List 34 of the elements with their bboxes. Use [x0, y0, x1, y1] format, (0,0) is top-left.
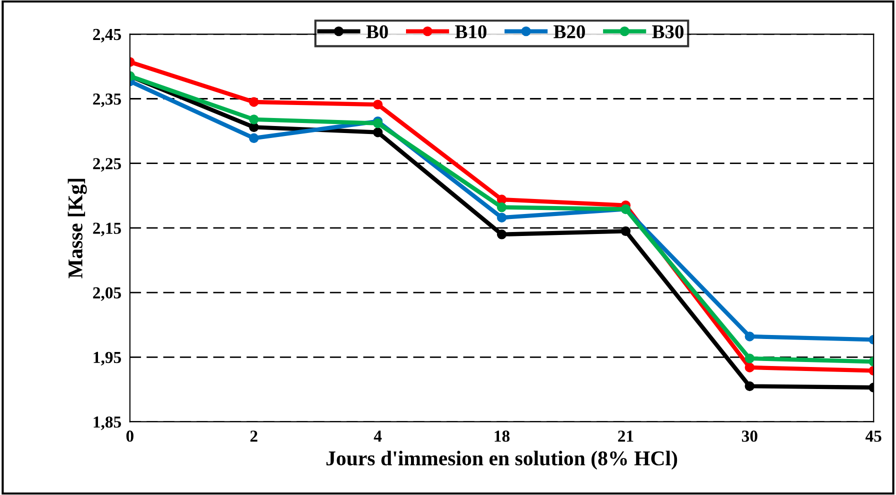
- legend-label: B20: [554, 25, 585, 38]
- point: [744, 354, 755, 364]
- x-axis-title: Jours d'immesion en solution (8% HCl): [326, 450, 678, 470]
- y-tick-label: 1,95: [94, 352, 121, 366]
- point: [372, 127, 383, 138]
- point: [249, 114, 259, 124]
- legend-label: B10: [455, 25, 486, 38]
- x-tick-label: 0: [126, 430, 134, 442]
- point: [744, 362, 755, 372]
- legend-label: B0: [366, 25, 388, 38]
- point: [249, 122, 259, 132]
- y-tick-label: 2,15: [93, 222, 121, 236]
- x-tick-label: 45: [865, 430, 882, 442]
- x-tick-label: 30: [742, 430, 758, 442]
- point: [496, 230, 507, 240]
- y-tick-label: 2,25: [93, 158, 121, 172]
- point: [620, 226, 631, 236]
- y-tick-label: 1,85: [94, 416, 121, 430]
- legend-label: B30: [652, 25, 684, 38]
- y-tick-label: 2,45: [93, 28, 121, 43]
- point: [372, 100, 383, 110]
- point: [249, 133, 259, 144]
- point: [744, 381, 755, 392]
- point: [744, 332, 755, 342]
- y-axis-title: Masse [Kg]: [68, 178, 87, 278]
- point: [249, 97, 259, 107]
- y-tick-label: 2,05: [93, 287, 121, 301]
- y-tick-label: 2,35: [93, 94, 121, 108]
- point: [496, 202, 507, 212]
- x-tick-label: 18: [494, 430, 510, 442]
- x-tick-label: 4: [374, 430, 382, 442]
- x-tick-label: 2: [250, 430, 258, 442]
- point: [496, 212, 507, 222]
- x-tick-label: 21: [618, 430, 634, 442]
